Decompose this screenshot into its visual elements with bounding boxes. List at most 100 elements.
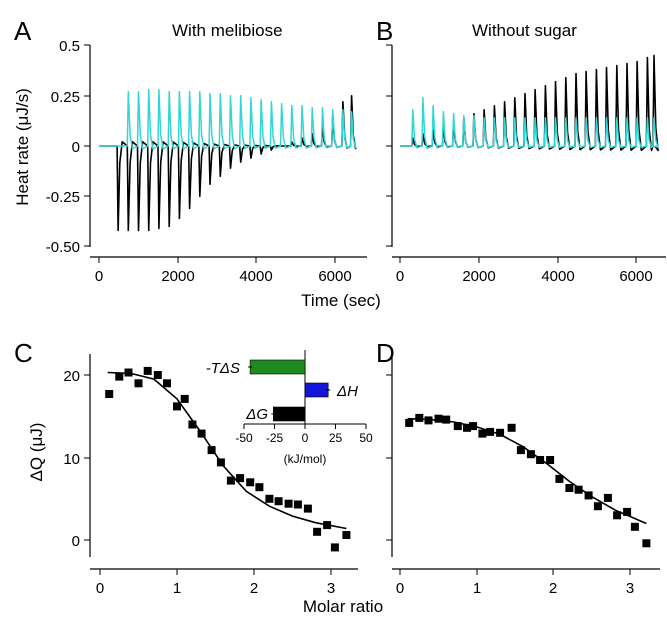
- trace-peak-point: [422, 97, 424, 99]
- data-point: [173, 402, 181, 411]
- trace-peak-point: [626, 117, 628, 119]
- trace-peak-point: [493, 117, 495, 119]
- data-point: [565, 484, 574, 492]
- data-point: [526, 450, 535, 459]
- trace-peak-point: [646, 57, 649, 59]
- inset-label-entropy: -TΔS: [206, 360, 240, 377]
- trace-peak-point: [240, 161, 242, 163]
- inset-label-gibbs: ΔG: [245, 406, 268, 423]
- data-point: [613, 511, 622, 520]
- trace-black: [400, 54, 659, 152]
- x-tick-label: 2000: [462, 268, 495, 285]
- trace-peak-point: [137, 229, 140, 231]
- data-point: [143, 366, 152, 375]
- trace-peak-point: [281, 103, 283, 105]
- data-point: [207, 446, 216, 455]
- trace-peak-point: [626, 63, 628, 65]
- x-tick-label: 1: [173, 580, 181, 597]
- trace-peak-point: [321, 107, 324, 109]
- inset-x-tick-label: -25: [266, 431, 284, 445]
- data-point: [424, 416, 433, 425]
- x-tick-label: 2000: [161, 268, 194, 285]
- y-tick-label: 0: [72, 139, 80, 156]
- trace-peak-point: [653, 117, 655, 119]
- trace-peak-point: [178, 91, 180, 93]
- data-point: [478, 429, 487, 438]
- trace-peak-point: [219, 93, 221, 95]
- trace-peak-point: [493, 105, 495, 107]
- data-point: [623, 507, 632, 516]
- trace-cyan: [99, 88, 357, 150]
- trace-peak-point: [636, 117, 638, 119]
- trace-peak-point: [178, 217, 180, 219]
- trace-peak-point: [117, 145, 119, 147]
- panel-a-title: With melibiose: [172, 21, 283, 40]
- trace-peak-point: [219, 175, 221, 177]
- trace-peak-point: [260, 153, 262, 155]
- data-point: [153, 371, 162, 379]
- trace-peak-point: [463, 115, 465, 117]
- x-tick-label: 4000: [541, 268, 574, 285]
- trace-peak-point: [565, 117, 567, 119]
- inset-bar-chart: -50 -25 0 25 50 (kJ/mol) -TΔS ΔH ΔG: [206, 350, 373, 466]
- y-tick-label: 0.25: [51, 89, 80, 106]
- data-point: [105, 390, 114, 398]
- x-tick-label: 2: [250, 580, 258, 597]
- trace-peak-point: [127, 229, 129, 231]
- data-point: [442, 415, 451, 424]
- x-tick-label: 3: [626, 580, 634, 597]
- data-point: [507, 423, 516, 432]
- trace-peak-point: [524, 93, 526, 95]
- data-point: [330, 543, 339, 552]
- y-tick-label: -0.25: [46, 189, 80, 206]
- data-point: [236, 474, 245, 483]
- trace-peak-point: [270, 149, 272, 151]
- trace-peak-point: [565, 77, 567, 79]
- data-point: [115, 372, 124, 381]
- trace-peak-point: [291, 105, 293, 107]
- trace-peak-point: [301, 105, 303, 107]
- panel-letter-a: A: [14, 16, 32, 46]
- fit-curve: [407, 417, 647, 525]
- trace-peak-point: [636, 61, 638, 63]
- data-point: [496, 428, 505, 437]
- data-point: [516, 446, 525, 455]
- trace-peak-point: [605, 67, 608, 69]
- trace-peak-point: [342, 109, 344, 111]
- top-x-axis-label: Time (sec): [301, 291, 381, 310]
- trace-peak-point: [473, 115, 475, 117]
- data-point: [188, 420, 197, 429]
- x-tick-label: 6000: [619, 268, 652, 285]
- bottom-x-axis-label: Molar ratio: [303, 597, 383, 616]
- data-point: [265, 494, 274, 503]
- y-tick-label: 20: [63, 368, 80, 385]
- inset-x-axis-label: (kJ/mol): [284, 452, 327, 466]
- trace-peak-point: [199, 91, 201, 93]
- trace-peak-point: [189, 207, 191, 209]
- data-point: [555, 474, 564, 483]
- top-y-axis-label: Heat rate (μJ/s): [13, 88, 32, 206]
- data-point: [603, 493, 612, 502]
- x-tick-label: 4000: [239, 268, 272, 285]
- data-point: [593, 502, 602, 511]
- trace-peak-point: [585, 117, 587, 119]
- trace-peak-point: [616, 65, 618, 67]
- data-point: [469, 422, 478, 431]
- trace-peak-point: [229, 167, 232, 169]
- trace-peak-point: [311, 107, 313, 109]
- data-point: [284, 499, 293, 508]
- trace-peak-point: [544, 85, 547, 87]
- trace-peak-point: [127, 91, 129, 93]
- trace-cyan: [400, 97, 659, 150]
- trace-peak-point: [351, 111, 353, 113]
- trace-peak-point: [240, 95, 242, 97]
- trace-peak-point: [595, 69, 598, 71]
- trace-peak-point: [442, 111, 444, 113]
- trace-peak-point: [270, 101, 272, 103]
- data-point: [163, 379, 171, 388]
- trace-peak-point: [342, 101, 344, 103]
- data-point: [124, 368, 133, 377]
- data-point: [536, 456, 545, 464]
- top-y-axis: 0.5 0.25 0 -0.25 -0.50: [46, 38, 91, 256]
